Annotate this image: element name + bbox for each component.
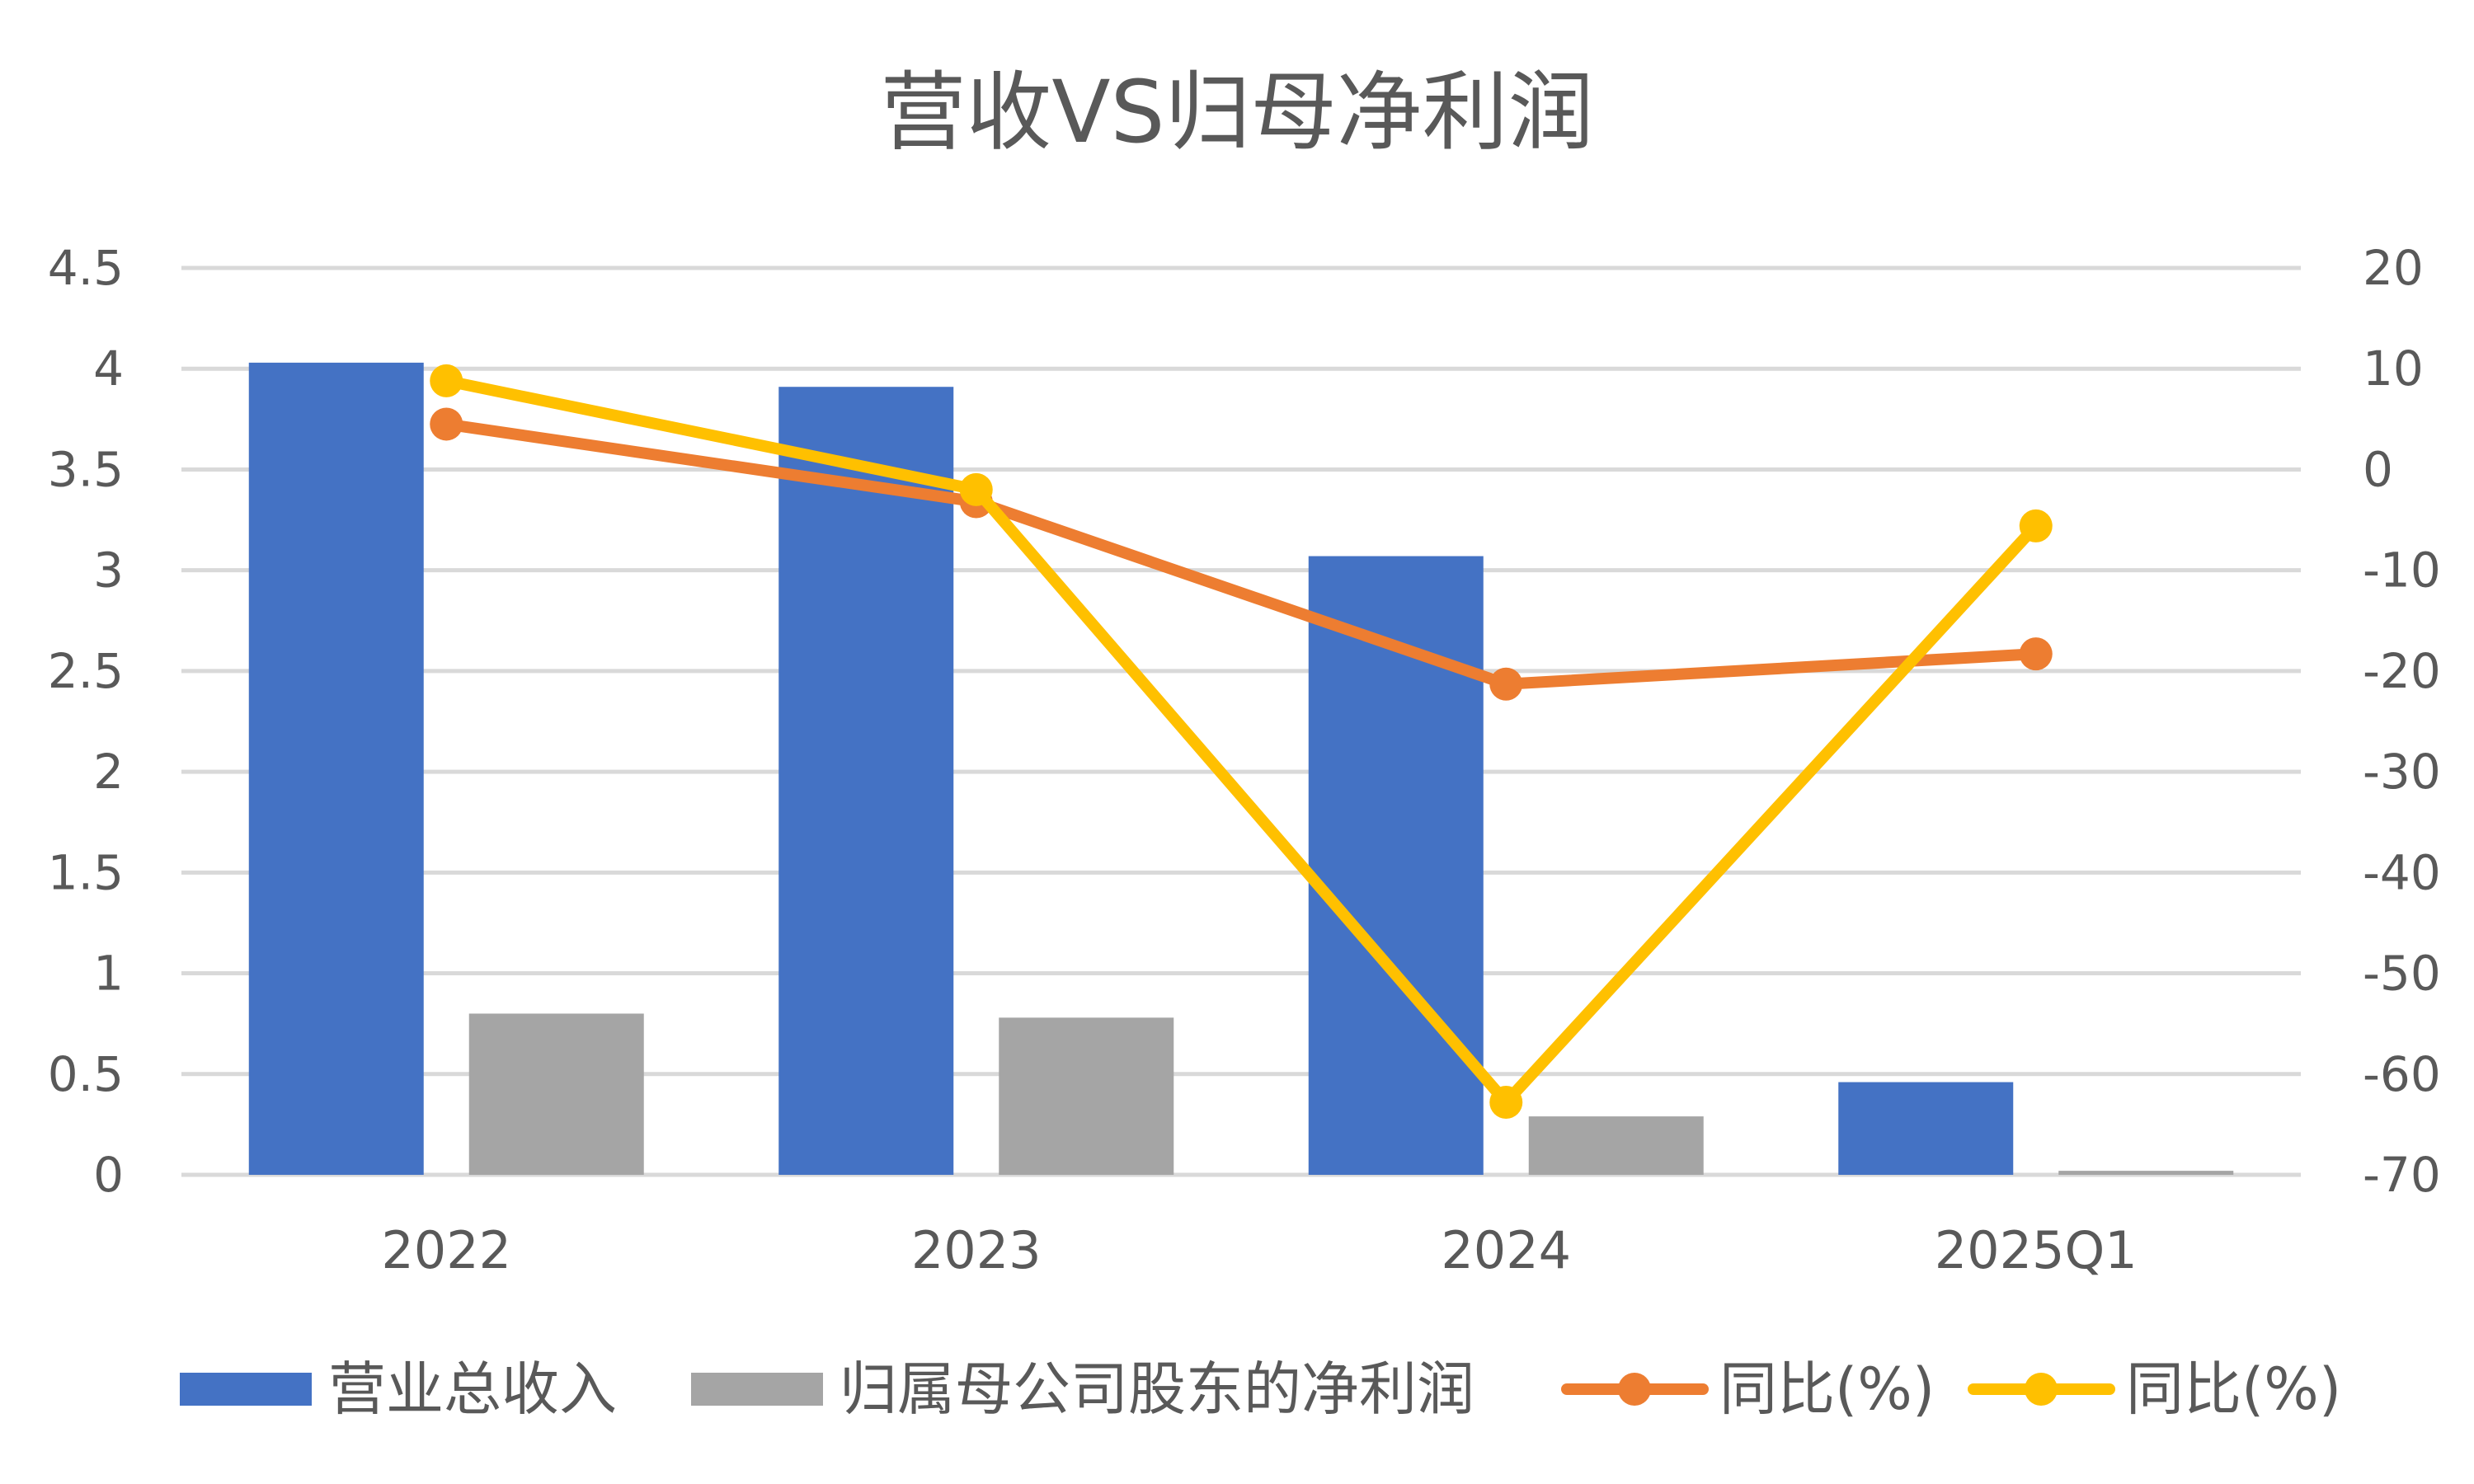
right-tick-label: -10 bbox=[2363, 542, 2441, 599]
legend-marker bbox=[2025, 1373, 2058, 1406]
legend-item: 营业总收入 bbox=[180, 1355, 617, 1423]
bar-revenue bbox=[778, 387, 954, 1175]
right-tick-label: 0 bbox=[2363, 441, 2393, 497]
left-tick-label: 1.5 bbox=[48, 844, 124, 900]
category-axis: 2022 2023 2024 2025Q1 bbox=[381, 1220, 2137, 1280]
left-tick-label: 4 bbox=[93, 340, 124, 397]
chart-title: 营收VS归母净利润 bbox=[880, 62, 1593, 162]
left-tick-label: 0.5 bbox=[48, 1046, 124, 1102]
legend-swatch bbox=[691, 1373, 823, 1406]
left-tick-label: 2.5 bbox=[48, 643, 124, 699]
right-tick-label: 20 bbox=[2363, 240, 2424, 296]
right-tick-label: -20 bbox=[2363, 643, 2441, 699]
right-tick-label: -30 bbox=[2363, 744, 2441, 800]
line-point bbox=[430, 407, 463, 441]
line-point bbox=[1489, 667, 1523, 701]
left-axis: 0 0.5 1 1.5 2 2.5 3 3.5 4 4.5 bbox=[48, 240, 124, 1203]
legend-swatch bbox=[180, 1373, 312, 1406]
left-tick-label: 4.5 bbox=[48, 240, 124, 296]
line-series-2 bbox=[440, 374, 2042, 1108]
category-label: 2023 bbox=[911, 1220, 1042, 1280]
right-tick-label: -60 bbox=[2363, 1046, 2441, 1102]
category-label: 2024 bbox=[1441, 1220, 1571, 1280]
line-point bbox=[959, 472, 993, 506]
line-point bbox=[430, 364, 463, 397]
legend-marker bbox=[1618, 1373, 1651, 1406]
left-tick-label: 3 bbox=[93, 542, 124, 599]
left-tick-label: 2 bbox=[93, 744, 124, 800]
bar-revenue bbox=[1838, 1082, 2014, 1175]
bar-net-profit bbox=[2058, 1171, 2234, 1175]
bar-revenue bbox=[1308, 556, 1484, 1175]
left-tick-label: 3.5 bbox=[48, 441, 124, 497]
legend-label: 营业总收入 bbox=[328, 1355, 617, 1423]
left-tick-label: 0 bbox=[93, 1147, 124, 1203]
left-tick-label: 1 bbox=[93, 946, 124, 1002]
legend: 营业总收入 归属母公司股东的净利润 同比(%) 同比(%) bbox=[180, 1355, 2341, 1423]
line-series-1 bbox=[440, 418, 2042, 690]
bar-series bbox=[248, 362, 2234, 1175]
line-point bbox=[1489, 1086, 1523, 1119]
line-series bbox=[430, 364, 2053, 1119]
bar-net-profit bbox=[468, 1013, 644, 1175]
bar-revenue bbox=[248, 362, 424, 1175]
right-axis: -70 -60 -50 -40 -30 -20 -10 0 10 20 bbox=[2363, 240, 2441, 1203]
right-tick-label: -70 bbox=[2363, 1147, 2441, 1203]
legend-label: 同比(%) bbox=[2126, 1355, 2341, 1423]
right-tick-label: 10 bbox=[2363, 340, 2424, 397]
legend-item: 同比(%) bbox=[1968, 1355, 2341, 1423]
bar-net-profit bbox=[1528, 1116, 1704, 1175]
line-point bbox=[2019, 637, 2053, 671]
category-label: 2025Q1 bbox=[1935, 1220, 2138, 1280]
legend-label: 归属母公司股东的净利润 bbox=[840, 1355, 1475, 1423]
right-tick-label: -40 bbox=[2363, 844, 2441, 900]
legend-label: 同比(%) bbox=[1719, 1355, 1935, 1423]
legend-item: 归属母公司股东的净利润 bbox=[691, 1355, 1475, 1423]
bar-net-profit bbox=[999, 1017, 1174, 1175]
legend-item: 同比(%) bbox=[1561, 1355, 1935, 1423]
category-label: 2022 bbox=[381, 1220, 511, 1280]
line-point bbox=[2019, 509, 2053, 542]
right-tick-label: -50 bbox=[2363, 946, 2441, 1002]
